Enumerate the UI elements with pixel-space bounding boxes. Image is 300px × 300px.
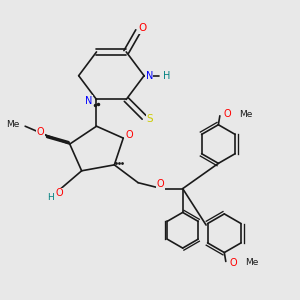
Text: N: N (146, 71, 153, 81)
Text: O: O (138, 23, 147, 33)
Text: N: N (85, 96, 92, 106)
Text: O: O (37, 127, 44, 136)
Text: H: H (47, 193, 54, 202)
Text: Me: Me (6, 120, 19, 129)
Text: H: H (163, 71, 170, 81)
Text: O: O (56, 188, 63, 198)
Text: Me: Me (239, 110, 253, 119)
Text: O: O (230, 258, 237, 268)
Text: Me: Me (245, 258, 259, 267)
Text: O: O (125, 130, 133, 140)
Text: O: O (157, 179, 164, 189)
Text: S: S (146, 114, 153, 124)
Text: O: O (224, 109, 231, 119)
